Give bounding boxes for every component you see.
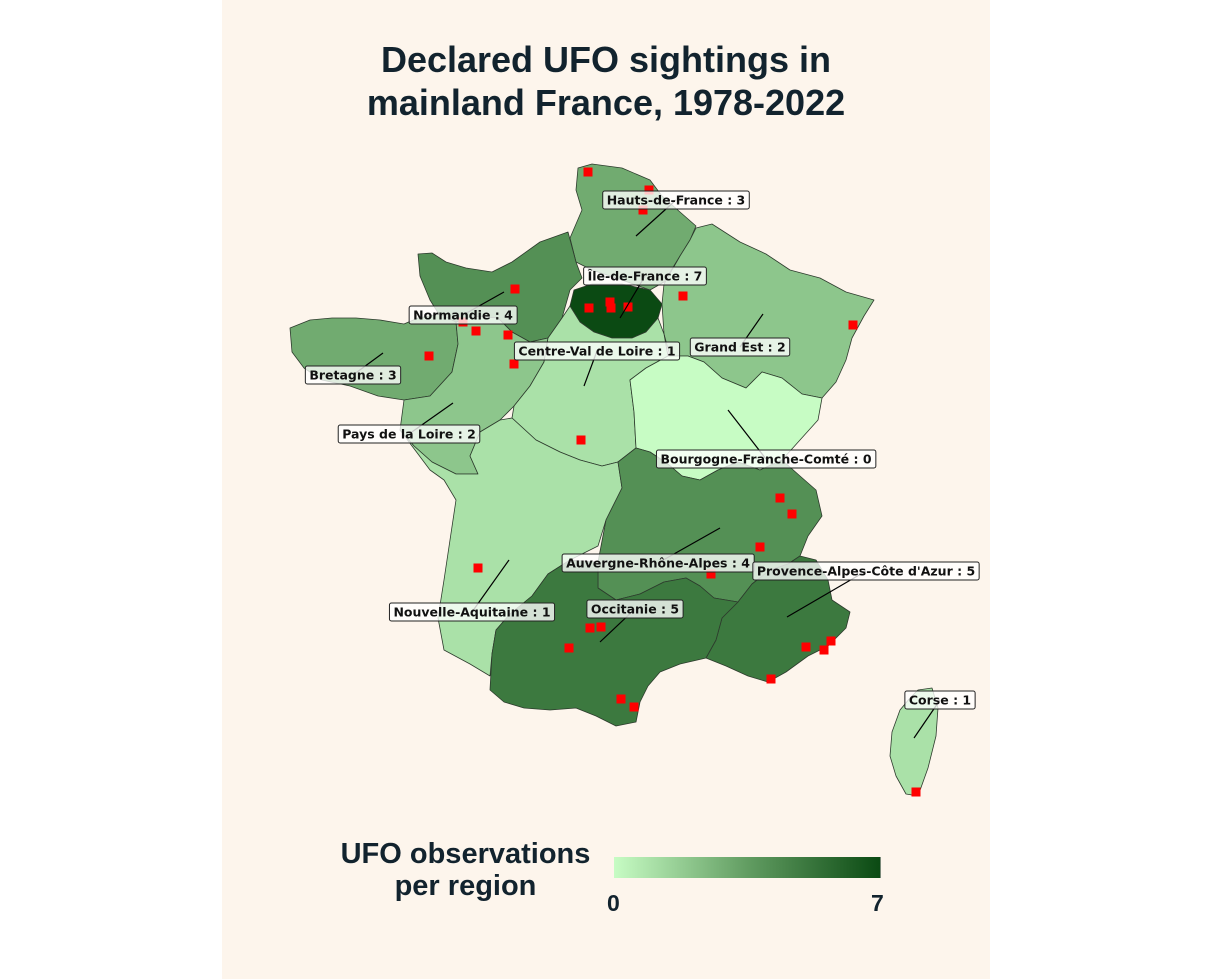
region-label-text: Normandie : 4 xyxy=(413,308,513,323)
label-box xyxy=(602,190,750,210)
label-box xyxy=(388,602,556,622)
region-label-occitanie: Occitanie : 5 xyxy=(586,599,684,643)
sighting-marker[interactable] xyxy=(819,645,829,655)
sighting-marker[interactable] xyxy=(848,320,858,330)
title-line-1: Declared UFO sightings in xyxy=(380,39,832,80)
region-label-corse: Corse : 1 xyxy=(904,690,976,739)
region-label-hauts-de-france: Hauts-de-France : 3 xyxy=(602,190,750,237)
label-box xyxy=(304,365,402,385)
region-label-provence-alpes-cote-dazur: Provence-Alpes-Côte d'Azur : 5 xyxy=(752,561,980,618)
sighting-marker[interactable] xyxy=(826,636,836,646)
sighting-marker[interactable] xyxy=(644,185,654,195)
sighting-marker[interactable] xyxy=(564,643,574,653)
sighting-marker[interactable] xyxy=(616,694,626,704)
legend-title-line-2: per region xyxy=(394,870,537,902)
region-label-text: Centre-Val de Loire : 1 xyxy=(518,344,675,359)
label-box xyxy=(904,690,976,710)
label-box xyxy=(408,305,518,325)
legend-max-label: 7 xyxy=(871,890,884,916)
region-label-text: Nouvelle-Aquitaine : 1 xyxy=(393,605,550,620)
label-box xyxy=(586,599,684,619)
region-label-text: Auvergne-Rhône-Alpes : 4 xyxy=(566,556,750,571)
region-labels-layer: Hauts-de-France : 3 Île-de-France : 7 Norm… xyxy=(304,190,980,739)
sighting-marker[interactable] xyxy=(471,326,481,336)
legend-title-line-1: UFO observations xyxy=(340,838,591,870)
region-label-bretagne: Bretagne : 3 xyxy=(304,352,402,385)
sighting-marker[interactable] xyxy=(638,205,648,215)
sighting-marker[interactable] xyxy=(623,302,633,312)
sighting-marker[interactable] xyxy=(503,330,513,340)
sighting-marker[interactable] xyxy=(583,167,593,177)
region-label-bourgogne-franche-comte: Bourgogne-Franche-Comté : 0 xyxy=(655,409,877,469)
label-box xyxy=(655,449,877,469)
region-label-normandie: Normandie : 4 xyxy=(408,291,518,325)
sighting-marker[interactable] xyxy=(584,303,594,313)
region-label-pays-de-la-loire: Pays de la Loire : 2 xyxy=(337,402,481,444)
region-label-centre-val-de-loire: Centre-Val de Loire : 1 xyxy=(513,341,681,387)
region-label-ile-de-france: Île-de-France : 7 xyxy=(583,266,707,319)
sighting-marker[interactable] xyxy=(706,569,716,579)
region-label-text: Grand Est : 2 xyxy=(694,340,785,355)
region-label-auvergne-rhone-alpes: Auvergne-Rhône-Alpes : 4 xyxy=(561,527,755,573)
region-label-text: Corse : 1 xyxy=(909,693,971,708)
region-label-text: Hauts-de-France : 3 xyxy=(607,193,746,208)
label-box xyxy=(689,337,791,357)
region-label-text: Bourgogne-Franche-Comté : 0 xyxy=(660,452,871,467)
region-label-text: Bretagne : 3 xyxy=(309,368,396,383)
sighting-marker[interactable] xyxy=(775,493,785,503)
sighting-marker[interactable] xyxy=(787,509,797,519)
sighting-marker[interactable] xyxy=(678,291,688,301)
region-label-text: Île-de-France : 7 xyxy=(588,269,703,284)
sighting-marker[interactable] xyxy=(755,542,765,552)
sighting-marker[interactable] xyxy=(596,622,606,632)
sighting-marker[interactable] xyxy=(911,787,921,797)
sighting-marker[interactable] xyxy=(424,351,434,361)
sighting-marker[interactable] xyxy=(629,702,639,712)
sighting-marker[interactable] xyxy=(606,303,616,313)
legend-title: UFO observations per region xyxy=(318,838,613,902)
sighting-marker[interactable] xyxy=(473,563,483,573)
label-box xyxy=(337,424,481,444)
sighting-marker[interactable] xyxy=(585,623,595,633)
map-title: Declared UFO sightings in mainland Franc… xyxy=(222,38,990,124)
region-label-grand-est: Grand Est : 2 xyxy=(689,313,791,357)
sighting-marker[interactable] xyxy=(801,642,811,652)
region-label-text: Provence-Alpes-Côte d'Azur : 5 xyxy=(757,564,975,579)
label-box xyxy=(513,341,681,361)
sightings-layer xyxy=(424,167,921,797)
legend-min-label: 0 xyxy=(607,890,620,916)
sighting-marker[interactable] xyxy=(510,284,520,294)
label-box xyxy=(752,561,980,581)
legend-color-bar xyxy=(614,857,881,878)
label-box xyxy=(583,266,707,286)
region-label-nouvelle-aquitaine: Nouvelle-Aquitaine : 1 xyxy=(388,559,556,622)
sighting-marker[interactable] xyxy=(576,435,586,445)
region-label-text: Occitanie : 5 xyxy=(591,602,679,617)
title-line-2: mainland France, 1978-2022 xyxy=(366,82,846,123)
sighting-marker[interactable] xyxy=(766,674,776,684)
sighting-marker[interactable] xyxy=(509,359,519,369)
regions-layer xyxy=(289,163,939,797)
sighting-marker[interactable] xyxy=(605,297,615,307)
region-label-text: Pays de la Loire : 2 xyxy=(342,427,476,442)
